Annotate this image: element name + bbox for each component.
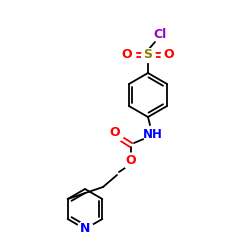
- Text: S: S: [144, 48, 152, 62]
- Text: NH: NH: [143, 128, 163, 141]
- Text: O: O: [164, 48, 174, 60]
- Text: Cl: Cl: [154, 28, 166, 42]
- Text: O: O: [110, 126, 120, 138]
- Text: O: O: [122, 48, 132, 60]
- Text: N: N: [80, 222, 90, 235]
- Text: O: O: [126, 154, 136, 168]
